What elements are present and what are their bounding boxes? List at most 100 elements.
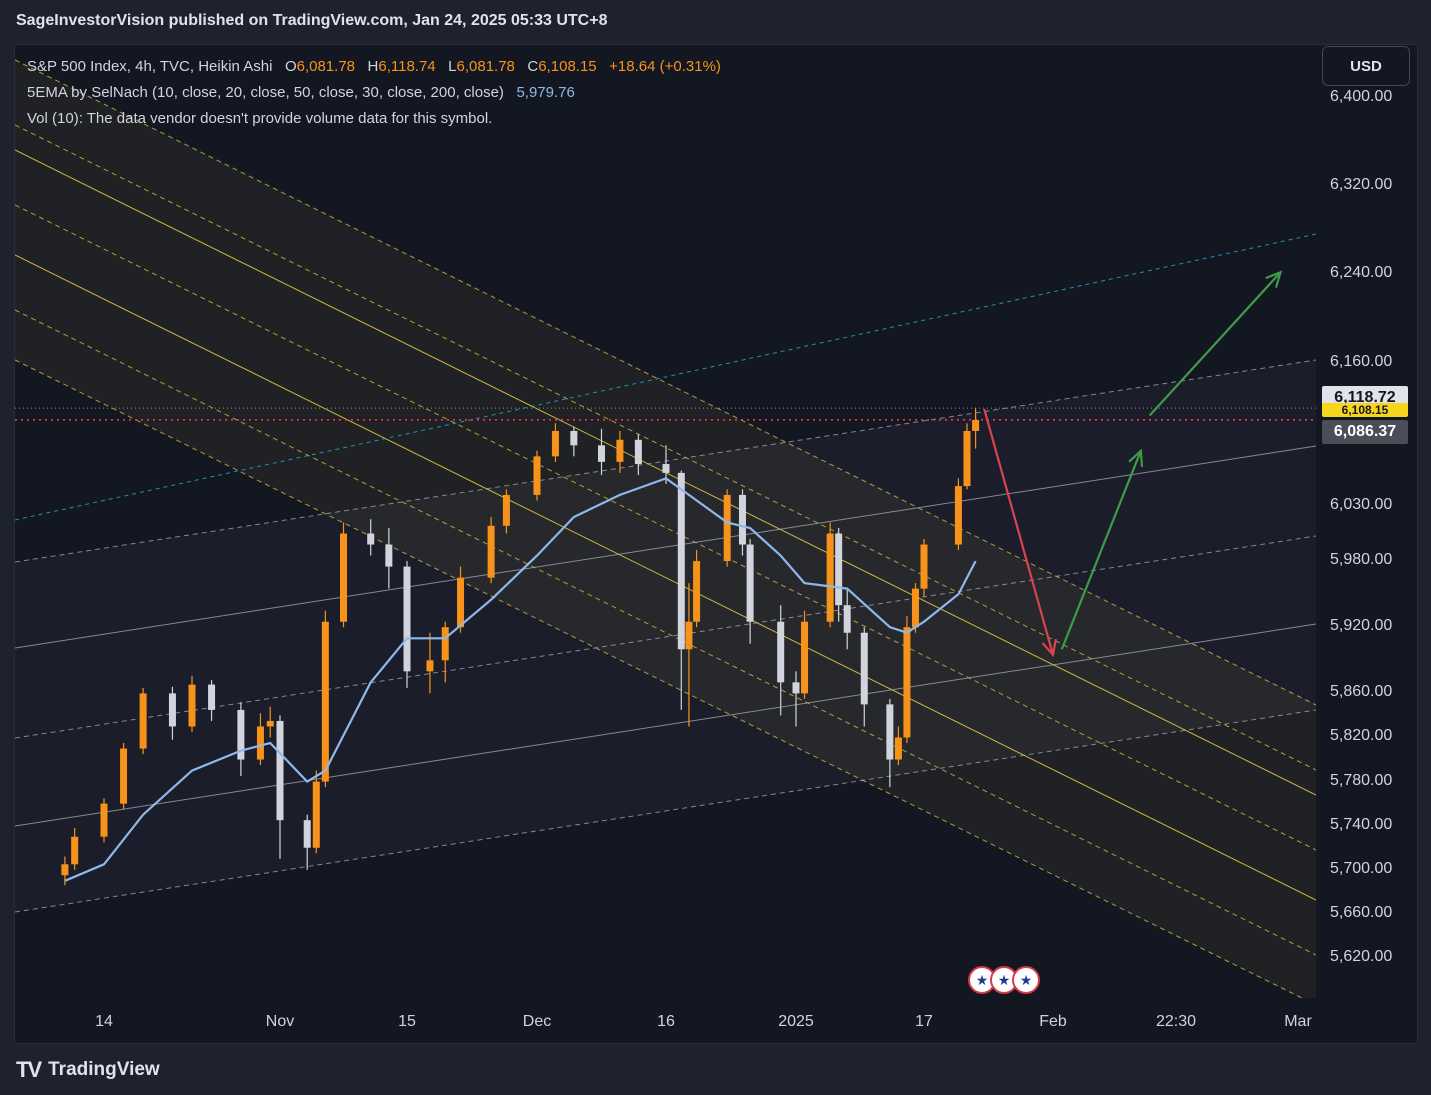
descending-channel-line xyxy=(15,124,1316,771)
price-tick-label: 5,780.00 xyxy=(1330,771,1393,789)
candle-body xyxy=(266,720,274,727)
currency-button[interactable]: USD xyxy=(1322,46,1410,86)
time-tick-label: Mar xyxy=(1284,1013,1312,1030)
publisher-header: SageInvestorVision published on TradingV… xyxy=(16,12,608,29)
chart-panel[interactable] xyxy=(14,44,1418,1044)
candle xyxy=(303,814,311,870)
brand-name: TradingView xyxy=(48,1059,160,1080)
economic-events[interactable]: ★ ★ ★ xyxy=(968,966,1040,994)
candle-body xyxy=(403,566,411,672)
candle xyxy=(71,827,79,870)
candle xyxy=(487,516,495,584)
candle-body xyxy=(746,544,754,622)
candle-body xyxy=(570,430,578,446)
candle-body xyxy=(208,684,216,710)
candle xyxy=(792,671,800,727)
candle-body xyxy=(598,445,605,462)
symbol-label[interactable]: S&P 500 Index, 4h, TVC, Heikin Ashi xyxy=(27,58,273,75)
volume-label[interactable]: Vol (10): The data vendor doesn't provid… xyxy=(27,110,493,127)
ohlc-row: S&P 500 Index, 4h, TVC, Heikin Ashi O 6,0… xyxy=(27,54,721,80)
candle-body xyxy=(426,660,434,672)
green-projection-arrow xyxy=(1060,448,1144,650)
ema-value: 5,979.76 xyxy=(516,84,575,101)
price-tick-label: 5,740.00 xyxy=(1330,815,1393,833)
descending-channel-line xyxy=(15,254,1316,901)
candle-body xyxy=(256,726,264,760)
candles xyxy=(61,407,980,886)
candle xyxy=(746,539,754,644)
candle xyxy=(367,519,375,556)
candle-body xyxy=(963,430,971,487)
price-tick-label: 6,400.00 xyxy=(1330,88,1393,105)
candle-body xyxy=(188,684,196,727)
candle-body xyxy=(312,781,320,848)
price-tick-label: 5,980.00 xyxy=(1330,551,1393,569)
candle xyxy=(276,715,284,859)
ascending-channel-line xyxy=(15,709,1316,913)
price-tick-label: 6,030.00 xyxy=(1330,495,1393,513)
ema-row: 5EMA by SelNach (10, close, 20, close, 5… xyxy=(27,80,721,106)
candle-body xyxy=(972,419,980,431)
candle xyxy=(237,702,245,777)
price-tick-label: 5,620.00 xyxy=(1330,948,1393,965)
candle xyxy=(457,566,465,633)
us-flag-icon[interactable]: ★ xyxy=(990,966,1018,994)
candle xyxy=(911,583,919,633)
ema-label[interactable]: 5EMA by SelNach (10, close, 20, close, 5… xyxy=(27,84,504,101)
close-label: C xyxy=(527,58,539,75)
time-tick-label: 16 xyxy=(657,1013,675,1030)
candle xyxy=(441,621,449,683)
candle-body xyxy=(321,621,329,782)
open-label: O xyxy=(284,58,297,75)
candle-body xyxy=(693,561,701,622)
chart-legend: S&P 500 Index, 4h, TVC, Heikin Ashi O 6,0… xyxy=(27,54,721,132)
candle xyxy=(598,428,605,476)
candle-body xyxy=(100,803,108,837)
candle-body xyxy=(533,456,541,495)
candle xyxy=(168,686,176,740)
candle xyxy=(340,522,347,628)
candle xyxy=(385,528,393,589)
candle-body xyxy=(487,525,495,578)
candle-body xyxy=(903,627,911,738)
candle-body xyxy=(843,605,851,633)
us-flag-icon[interactable]: ★ xyxy=(1012,966,1040,994)
teal-trendline xyxy=(15,233,1316,521)
candle-body xyxy=(237,709,245,760)
candle-body xyxy=(860,632,868,705)
candle-body xyxy=(303,820,311,848)
arrow-shaft xyxy=(1148,271,1282,417)
candle xyxy=(100,798,108,843)
candle xyxy=(777,605,785,716)
price-tick-label: 5,860.00 xyxy=(1330,683,1393,701)
change-value: +18.64 (+0.31%) xyxy=(609,58,721,75)
time-tick-label: Dec xyxy=(522,1013,552,1030)
ema-line xyxy=(64,477,977,882)
low-value: 6,081.78 xyxy=(456,58,515,75)
candle xyxy=(312,770,320,854)
candle xyxy=(139,687,147,755)
candle xyxy=(502,489,510,534)
footer-brand[interactable]: TV TradingView xyxy=(16,1057,160,1083)
arrow-shaft xyxy=(983,408,1055,656)
descending-channel-line xyxy=(15,204,1316,851)
candle xyxy=(843,588,851,650)
candle xyxy=(920,539,928,597)
candle-body xyxy=(441,627,449,661)
price-tick-label: 6,320.00 xyxy=(1330,176,1393,194)
volume-row: Vol (10): The data vendor doesn't provid… xyxy=(27,106,721,132)
ascending-channel-fill xyxy=(15,360,1316,912)
time-tick-label: 22:30 xyxy=(1155,1013,1197,1030)
candle-body xyxy=(457,577,465,628)
candle-body xyxy=(276,720,284,821)
ascending-channel-line xyxy=(15,535,1316,739)
time-tick-label: 2025 xyxy=(778,1013,814,1030)
candle xyxy=(972,407,980,449)
candle xyxy=(570,426,578,457)
candle-body xyxy=(502,494,510,526)
candle-body xyxy=(911,588,919,628)
time-tick-label: 17 xyxy=(915,1013,933,1030)
price-tick-label: 6,160.00 xyxy=(1330,352,1393,370)
candle-body xyxy=(61,864,69,876)
